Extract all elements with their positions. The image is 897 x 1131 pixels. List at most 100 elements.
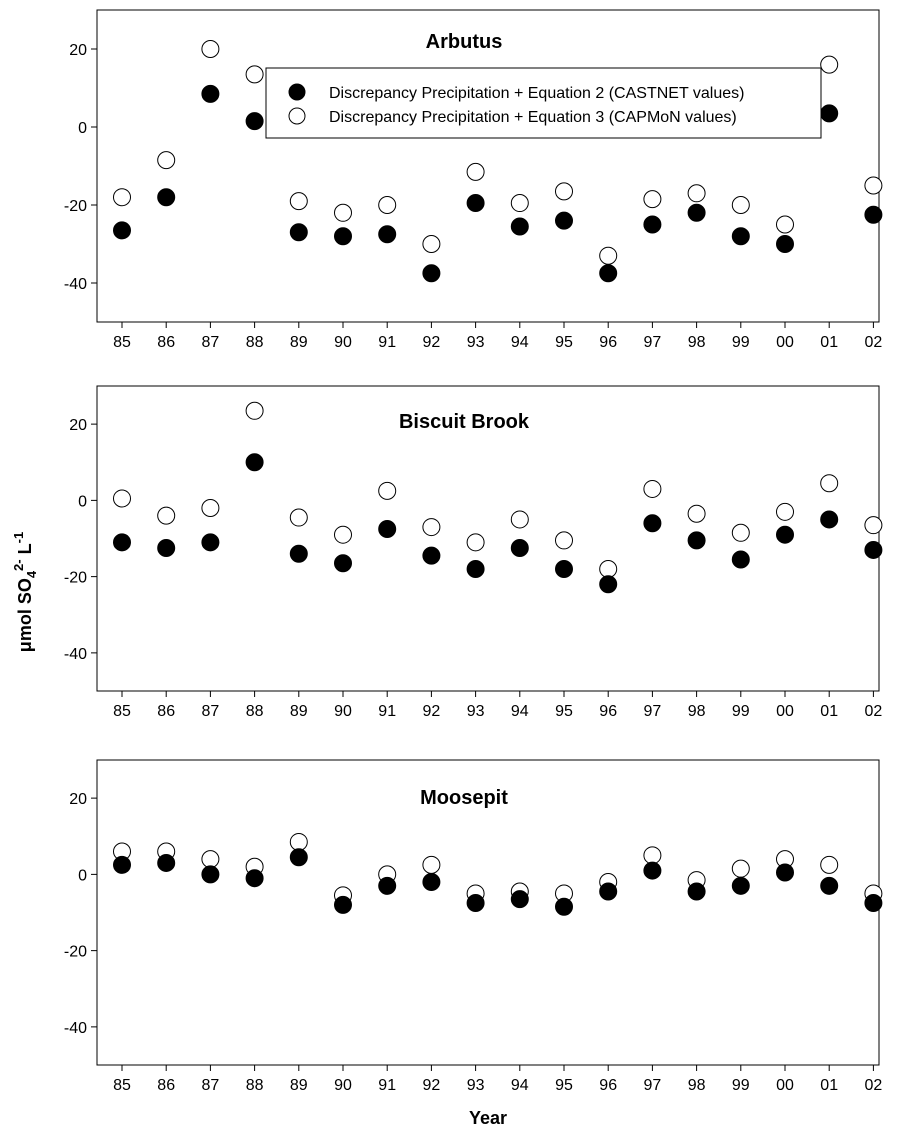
point-capmon xyxy=(776,215,794,234)
x-tick-label: 99 xyxy=(732,334,750,351)
x-tick-label: 00 xyxy=(776,703,794,720)
point-capmon xyxy=(245,401,264,420)
point-capmon xyxy=(864,516,883,535)
point-castnet xyxy=(731,227,750,246)
point-capmon xyxy=(643,479,662,498)
point-castnet xyxy=(776,525,794,544)
point-capmon xyxy=(820,855,839,874)
x-tick-label: 00 xyxy=(776,1077,794,1094)
x-tick-label: 01 xyxy=(820,703,838,720)
y-tick-label: -40 xyxy=(64,276,87,293)
point-capmon xyxy=(510,510,529,529)
point-castnet xyxy=(466,560,485,578)
point-castnet xyxy=(113,533,131,552)
x-tick-label: 88 xyxy=(246,703,264,720)
point-castnet xyxy=(334,554,352,573)
point-castnet xyxy=(599,575,618,594)
point-capmon xyxy=(289,192,308,211)
point-capmon xyxy=(245,65,264,84)
point-castnet xyxy=(687,531,706,550)
point-capmon xyxy=(643,846,662,865)
point-capmon xyxy=(864,176,883,195)
x-tick-label: 91 xyxy=(378,334,396,351)
x-tick-label: 91 xyxy=(378,703,396,720)
plot-frame xyxy=(96,9,880,323)
x-tick-label: 97 xyxy=(644,703,662,720)
point-castnet xyxy=(157,853,176,872)
x-tick-label: 92 xyxy=(423,334,441,351)
y-tick-label: -40 xyxy=(64,1020,87,1037)
point-castnet xyxy=(864,540,883,559)
point-castnet xyxy=(289,544,308,563)
panel-title: Arbutus xyxy=(426,31,503,53)
point-capmon xyxy=(157,151,176,170)
point-castnet xyxy=(776,863,794,882)
x-tick-label: 97 xyxy=(644,1077,662,1094)
x-tick-label: 94 xyxy=(511,703,529,720)
y-tick-label: 20 xyxy=(69,42,87,59)
point-capmon xyxy=(510,194,529,213)
x-tick-label: 85 xyxy=(113,1077,131,1094)
point-castnet xyxy=(820,510,839,529)
y-tick-label: -20 xyxy=(64,944,87,961)
point-castnet xyxy=(378,225,397,244)
x-tick-label: 96 xyxy=(599,334,617,351)
x-tick-label: 02 xyxy=(865,703,883,720)
point-castnet xyxy=(157,188,176,207)
x-tick-label: 88 xyxy=(246,1077,264,1094)
x-tick-label: 85 xyxy=(113,703,131,720)
point-capmon xyxy=(201,40,220,58)
x-tick-label: 89 xyxy=(290,703,308,720)
point-capmon xyxy=(157,506,176,525)
x-tick-label: 01 xyxy=(820,334,838,351)
point-capmon xyxy=(731,859,750,878)
point-capmon xyxy=(643,190,662,209)
point-castnet xyxy=(643,514,662,533)
x-tick-label: 87 xyxy=(202,703,220,720)
panel-arbutus: Arbutus 20 0 -20 -40 85 86 87 88 89 90 91 92 93 94 95 96… xyxy=(64,9,883,351)
point-capmon xyxy=(555,182,573,201)
x-tick-label: 86 xyxy=(157,334,175,351)
x-tick-label: 99 xyxy=(732,703,750,720)
x-tick-label: 88 xyxy=(246,334,264,351)
point-castnet xyxy=(510,890,529,909)
point-castnet xyxy=(555,897,573,916)
x-tick-label: 00 xyxy=(776,334,794,351)
point-castnet xyxy=(157,539,176,558)
x-tick-label: 87 xyxy=(202,1077,220,1094)
point-castnet xyxy=(510,217,529,236)
legend-open-marker xyxy=(288,107,306,125)
x-tick-label: 90 xyxy=(334,334,352,351)
point-castnet xyxy=(731,876,750,895)
point-capmon xyxy=(378,481,397,500)
x-tick-label: 96 xyxy=(599,703,617,720)
point-capmon xyxy=(687,184,706,203)
x-tick-label: 90 xyxy=(334,703,352,720)
y-tick-label: -20 xyxy=(64,198,87,215)
point-castnet xyxy=(334,227,352,246)
x-tick-label: 92 xyxy=(423,703,441,720)
point-castnet xyxy=(599,882,618,901)
point-castnet xyxy=(643,215,662,234)
point-capmon xyxy=(820,55,839,74)
legend: Discrepancy Precipitation + Equation 2 (… xyxy=(265,67,822,139)
point-capmon xyxy=(599,560,618,578)
point-capmon xyxy=(334,203,352,222)
x-tick-label: 85 xyxy=(113,334,131,351)
y-axis-title: μmol SO42- L-1 xyxy=(11,532,39,652)
point-castnet xyxy=(422,873,441,891)
point-castnet xyxy=(245,453,264,472)
x-tick-label: 87 xyxy=(202,334,220,351)
x-tick-label: 97 xyxy=(644,334,662,351)
y-tick-label: -20 xyxy=(64,570,87,587)
point-castnet xyxy=(378,876,397,895)
x-tick-label: 95 xyxy=(555,703,573,720)
point-castnet xyxy=(776,235,794,253)
point-castnet xyxy=(245,869,264,888)
x-tick-label: 98 xyxy=(688,334,706,351)
point-castnet xyxy=(466,194,485,213)
y-tick-label: 20 xyxy=(69,417,87,434)
y-tick-label: -40 xyxy=(64,646,87,663)
x-tick-label: 98 xyxy=(688,1077,706,1094)
y-tick-label: 0 xyxy=(78,493,87,510)
